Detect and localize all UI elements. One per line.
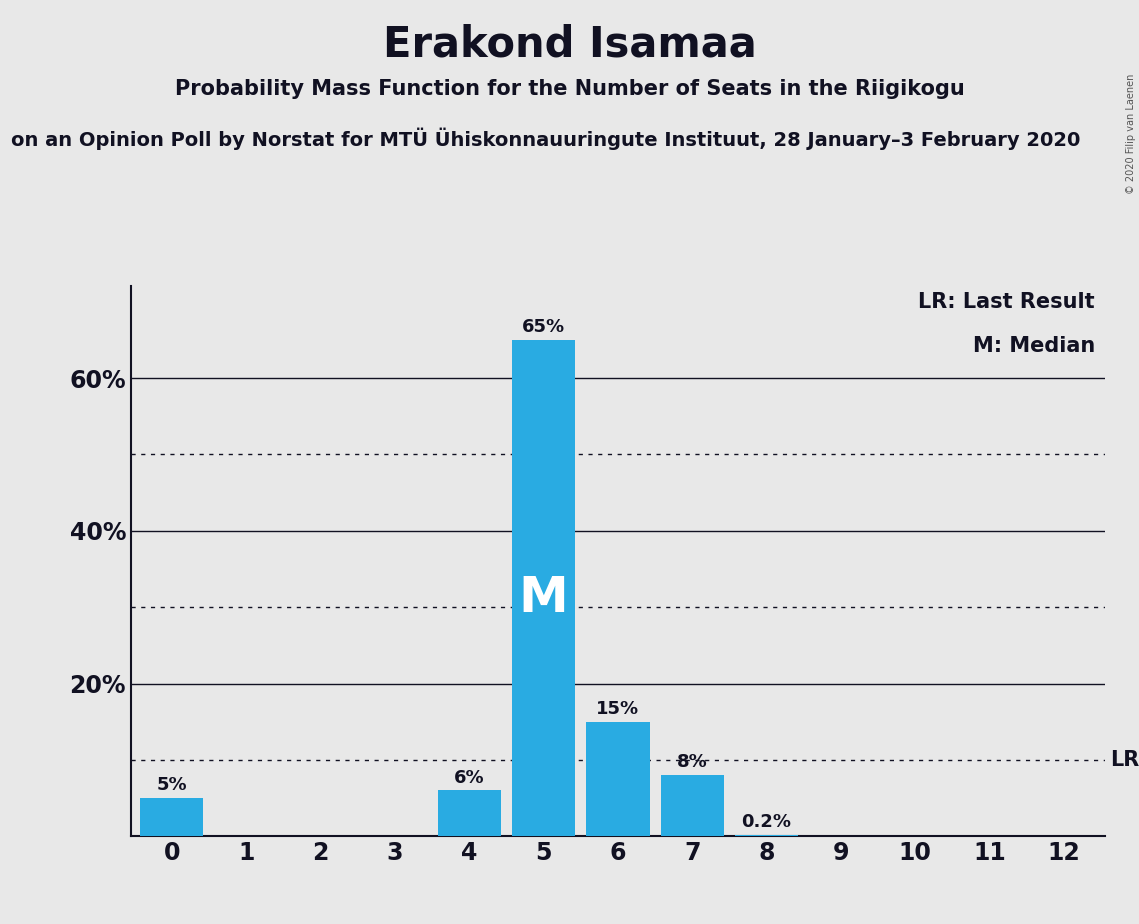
Text: M: M: [518, 574, 568, 622]
Text: 65%: 65%: [522, 318, 565, 336]
Text: Probability Mass Function for the Number of Seats in the Riigikogu: Probability Mass Function for the Number…: [174, 79, 965, 99]
Text: LR: LR: [1109, 750, 1139, 770]
Bar: [661, 775, 724, 836]
Text: on an Opinion Poll by Norstat for MTÜ Ühiskonnauuringute Instituut, 28 January–3: on an Opinion Poll by Norstat for MTÜ Üh…: [11, 128, 1081, 150]
Text: Erakond Isamaa: Erakond Isamaa: [383, 23, 756, 65]
Text: 6%: 6%: [454, 769, 484, 786]
Bar: [587, 722, 649, 836]
Text: M: Median: M: Median: [973, 336, 1095, 356]
Bar: [437, 790, 501, 836]
Text: 8%: 8%: [677, 753, 707, 772]
Bar: [735, 834, 798, 836]
Text: 0.2%: 0.2%: [741, 813, 792, 831]
Text: © 2020 Filip van Laenen: © 2020 Filip van Laenen: [1126, 74, 1136, 194]
Text: 15%: 15%: [597, 699, 639, 718]
Bar: [511, 340, 575, 836]
Bar: [140, 798, 204, 836]
Text: 5%: 5%: [156, 776, 187, 795]
Text: LR: Last Result: LR: Last Result: [918, 292, 1095, 312]
